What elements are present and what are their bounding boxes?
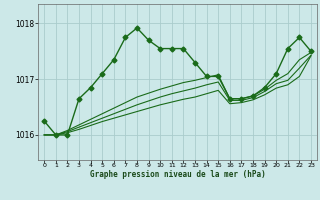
X-axis label: Graphe pression niveau de la mer (hPa): Graphe pression niveau de la mer (hPa) <box>90 170 266 179</box>
